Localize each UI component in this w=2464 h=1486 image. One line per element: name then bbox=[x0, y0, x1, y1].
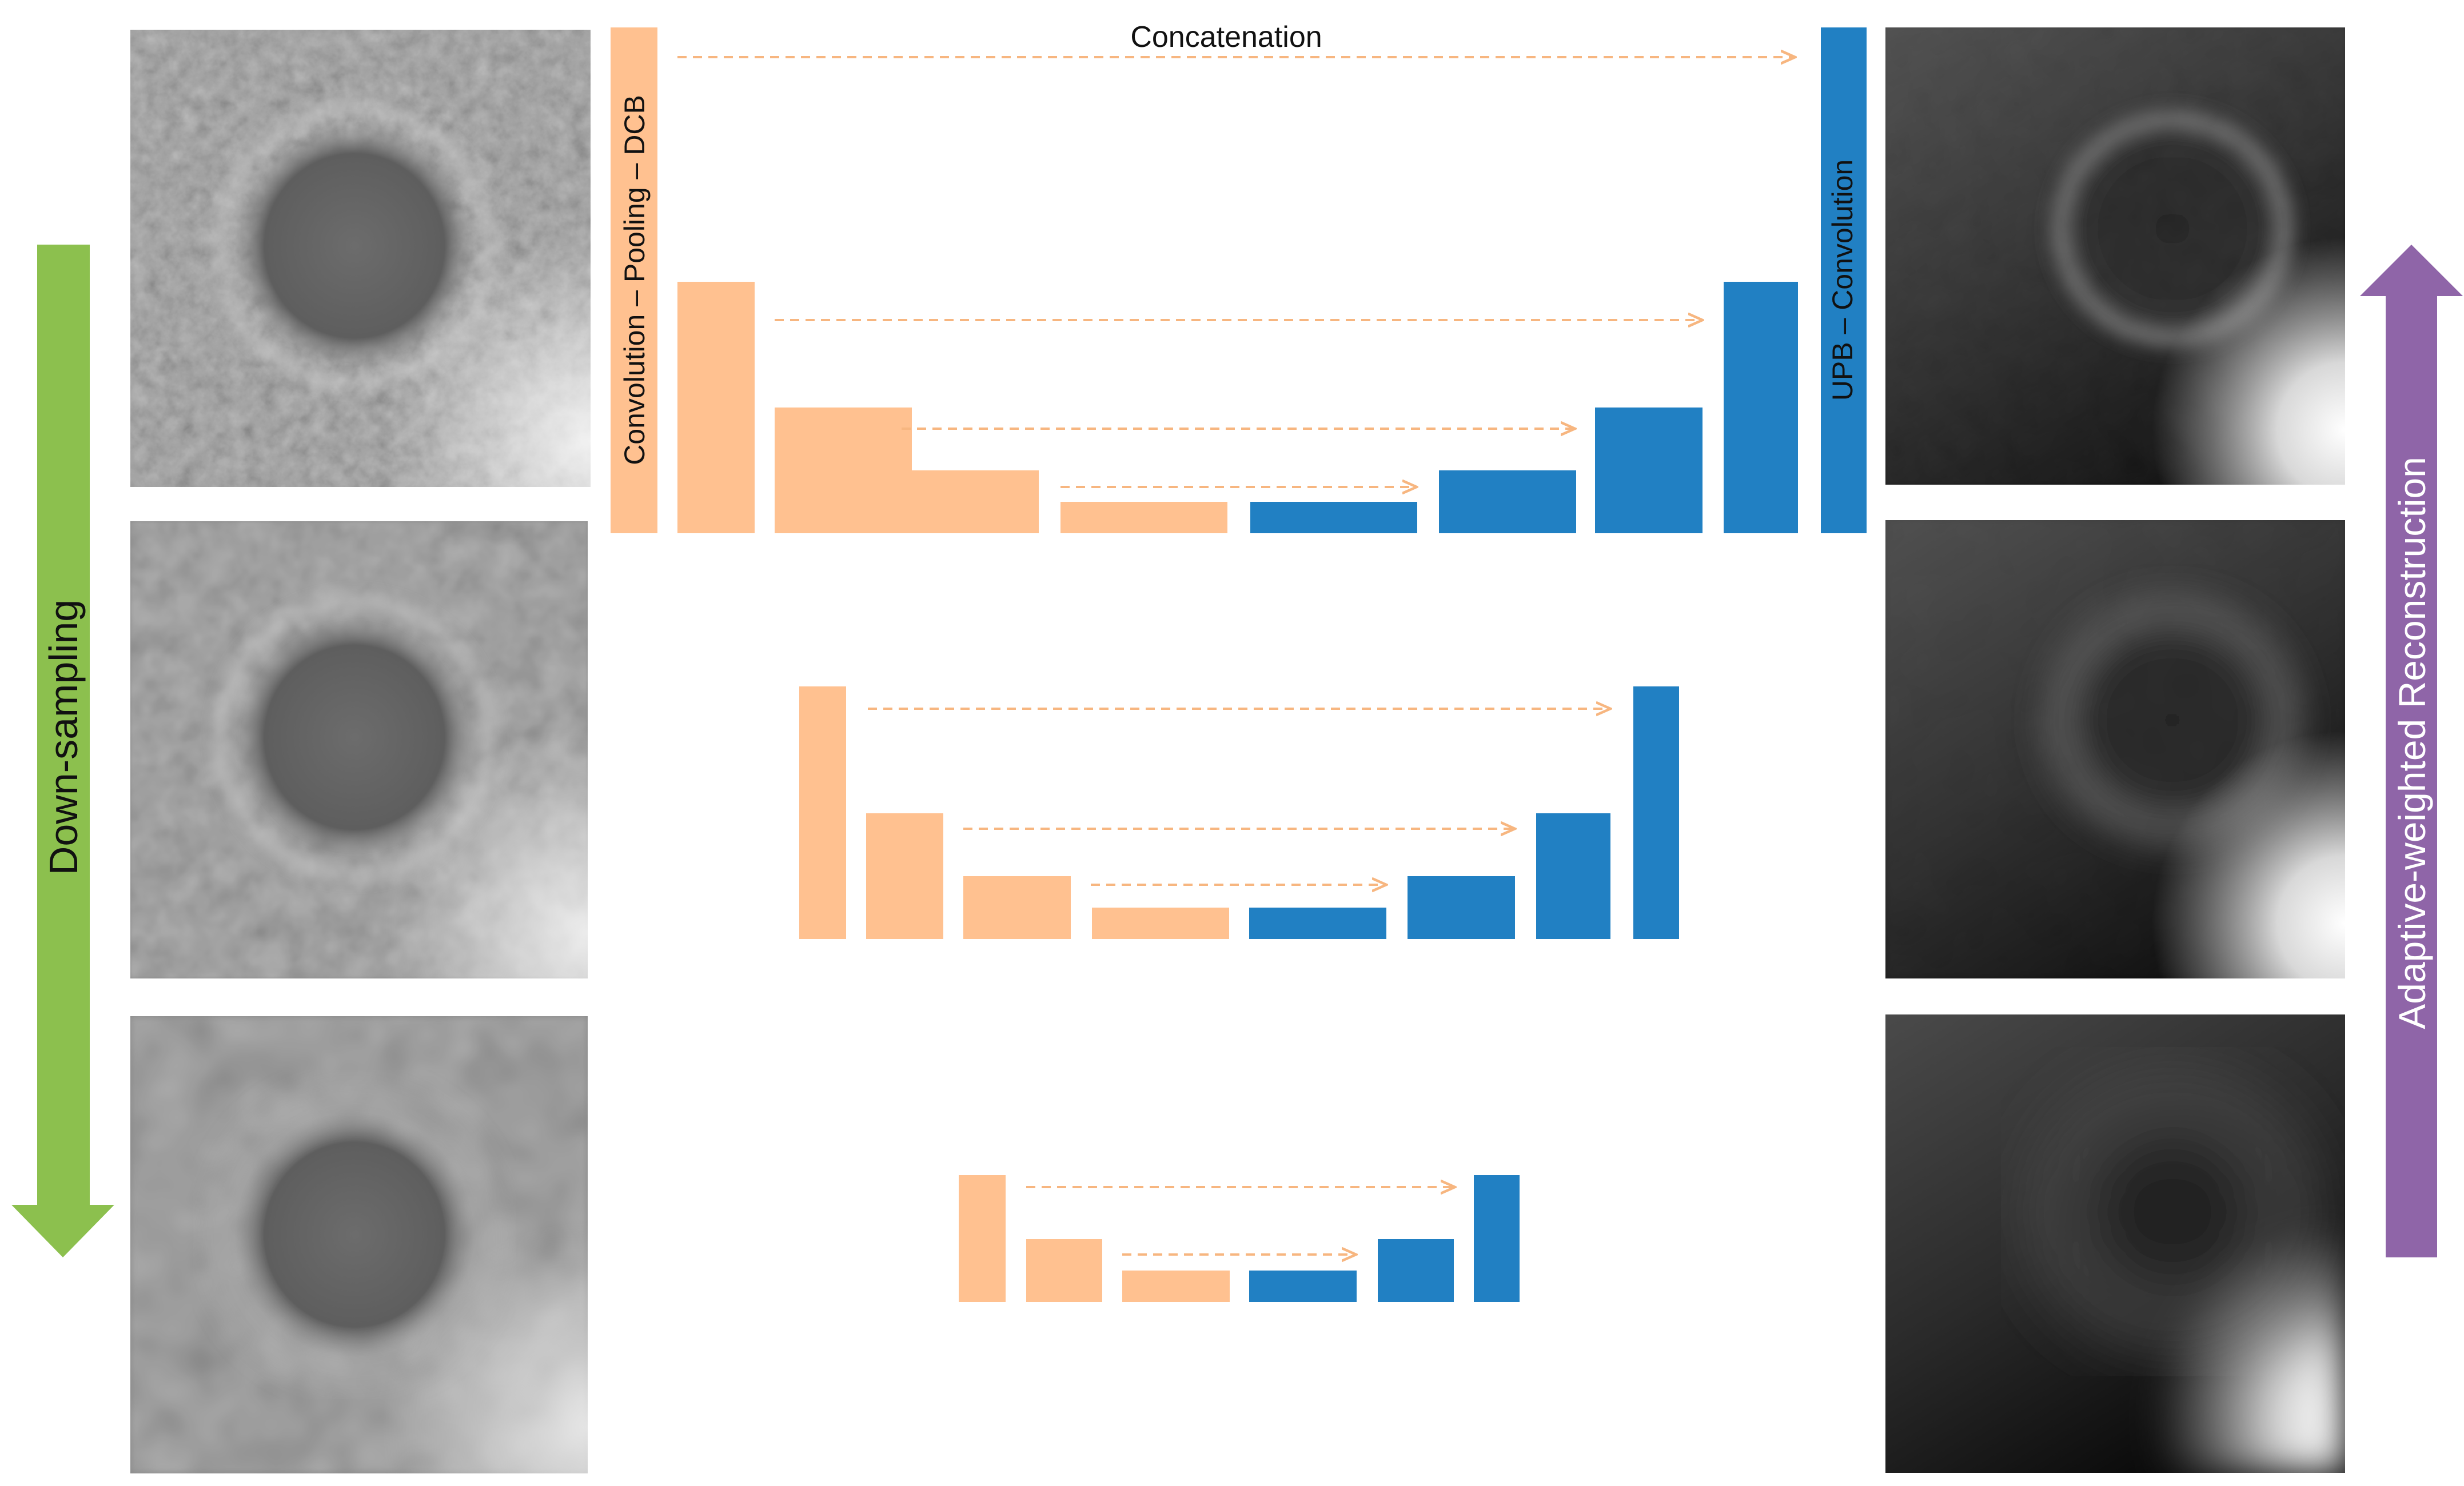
unet-scale-2-skip-connections bbox=[868, 709, 1610, 885]
unet-scale-1-decoder-bar-2 bbox=[1724, 282, 1798, 533]
unet-scale-3 bbox=[959, 1175, 1520, 1302]
unet-scale-1-decoder-bar-5 bbox=[1250, 502, 1417, 533]
unet-scale-1-decoder-bar-4 bbox=[1439, 470, 1576, 533]
input-scale-2-image bbox=[130, 521, 588, 978]
down-sampling-label: Down-sampling bbox=[41, 600, 86, 875]
concatenation-label: Concatenation bbox=[1130, 21, 1322, 54]
unet-scale-1-encoder-bar-5 bbox=[1060, 502, 1227, 533]
unet-scale-3-encoder-bar-2 bbox=[1026, 1239, 1102, 1302]
encoder-block-label: Convolution – Pooling – DCB bbox=[619, 95, 651, 465]
decoder-block-label: UPB – Convolution bbox=[1827, 159, 1859, 401]
unet-scale-3-decoder-bar-1 bbox=[1474, 1175, 1520, 1302]
unet-scale-1 bbox=[611, 27, 1867, 533]
decoder-block-header-bar bbox=[1821, 27, 1867, 533]
unet-scale-2-decoder-bar-4 bbox=[1249, 908, 1386, 939]
unet-scale-3-decoder-bar-3 bbox=[1249, 1271, 1357, 1302]
unet-scale-2-encoder-bar-2 bbox=[866, 813, 943, 939]
unet-scale-2-decoder-bar-3 bbox=[1408, 876, 1515, 939]
reconstruction-label: Adaptive-weighted Reconstruction bbox=[2391, 457, 2433, 1029]
unet-scale-2-encoder-bar-1 bbox=[799, 686, 846, 939]
output-scale-1-image bbox=[1885, 27, 2345, 485]
unet-scale-3-skip-connections bbox=[1026, 1187, 1455, 1255]
unet-scale-2 bbox=[799, 686, 1679, 939]
unet-scale-1-decoder-bar-3 bbox=[1595, 408, 1703, 533]
unet-scale-2-encoder-bar-3 bbox=[963, 876, 1071, 939]
output-scale-2-image bbox=[1885, 520, 2345, 978]
encoder-block-header-bar bbox=[612, 27, 657, 533]
unet-scale-2-decoder-bar-2 bbox=[1536, 813, 1610, 939]
unet-scale-1-encoder-bar-2 bbox=[677, 282, 755, 533]
unet-scale-2-encoder-bar-4 bbox=[1092, 908, 1229, 939]
unet-scale-2-decoder-bar-1 bbox=[1633, 686, 1679, 939]
output-scale-3-image bbox=[1885, 1014, 2345, 1473]
unet-scale-1-encoder-bar-3 bbox=[775, 408, 912, 533]
unet-scale-3-encoder-bar-3 bbox=[1122, 1271, 1230, 1302]
input-scale-1-image bbox=[130, 30, 591, 487]
unet-scale-1-encoder-bar-4 bbox=[902, 470, 1039, 533]
unet-scale-3-decoder-bar-2 bbox=[1378, 1239, 1454, 1302]
input-scale-3-image bbox=[130, 1016, 588, 1473]
reconstruction-arrow bbox=[2360, 245, 2463, 1257]
down-sampling-arrow bbox=[11, 245, 114, 1257]
unet-scale-3-encoder-bar-1 bbox=[959, 1175, 1006, 1302]
